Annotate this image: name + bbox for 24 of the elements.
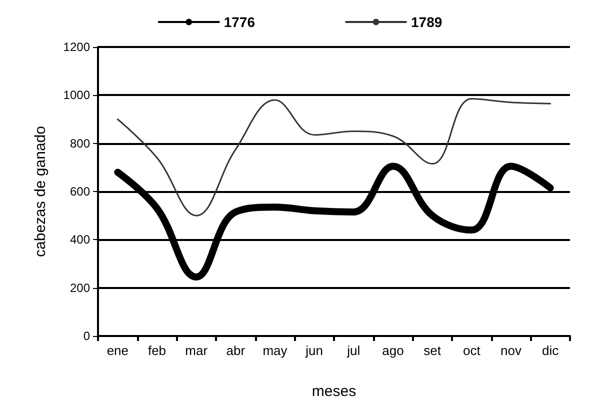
x-tick-label: ago [382,343,404,358]
x-tick-label: set [424,343,442,358]
x-tick-label: jul [346,343,360,358]
y-tick-label: 400 [70,232,90,247]
x-tick-label: feb [148,343,166,358]
legend-label: 1776 [224,14,256,30]
x-tick-label: dic [542,343,560,358]
x-axis-title: meses [312,383,356,400]
legend-label: 1789 [411,14,442,30]
x-tick-label: may [262,343,288,358]
line-series [116,98,552,216]
x-tick-label: nov [500,343,522,358]
x-tick-label: ene [106,343,129,358]
y-tick-label: 1000 [63,88,90,102]
y-tick-label: 0 [83,329,90,343]
y-tick-label: 600 [70,184,90,198]
y-tick-label: 1200 [63,40,90,54]
y-tick-label: 200 [70,280,90,295]
x-tick-label: oct [462,343,481,358]
x-tick-label: jun [304,343,324,358]
y-axis-title: cabezas de ganado [32,126,49,257]
x-tick-label: mar [185,343,208,358]
x-tick-label: abr [226,343,246,358]
y-tick-label: 800 [70,136,90,150]
